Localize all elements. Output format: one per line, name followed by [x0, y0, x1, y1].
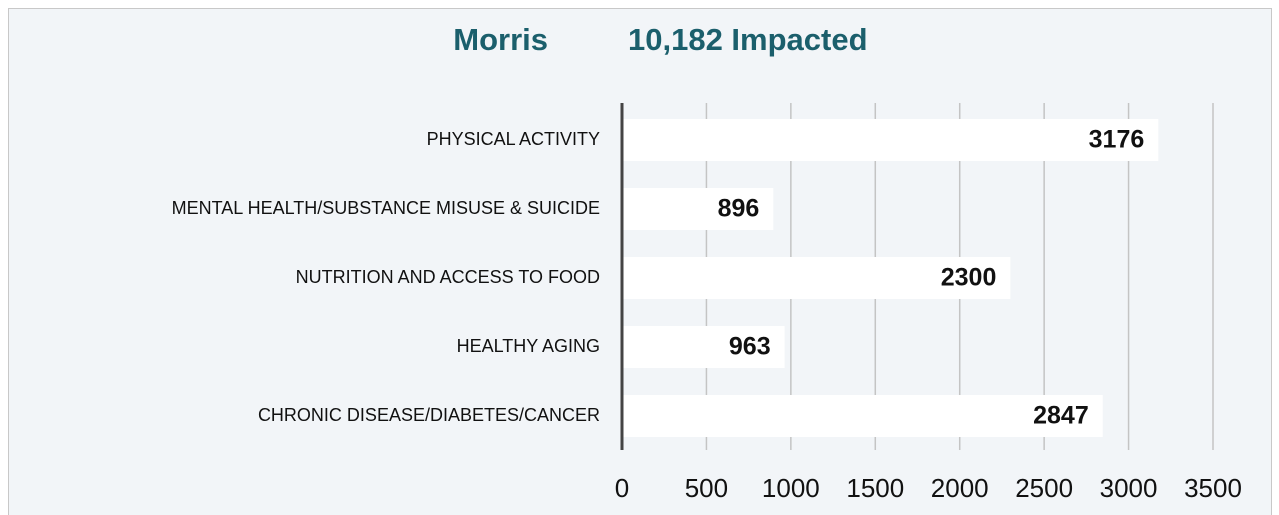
x-tick-label: 500 [685, 473, 728, 503]
x-tick-label: 0 [615, 473, 629, 503]
x-tick-label: 2000 [931, 473, 989, 503]
x-tick-label: 1500 [846, 473, 904, 503]
y-tick-label: NUTRITION AND ACCESS TO FOOD [296, 267, 600, 287]
chart-title: Morris [453, 22, 548, 57]
chart-subtitle: 10,182 Impacted [628, 22, 868, 57]
value-label: 963 [729, 333, 771, 361]
y-tick-label: MENTAL HEALTH/SUBSTANCE MISUSE & SUICIDE [172, 198, 600, 218]
bar [622, 119, 1159, 161]
bar [622, 257, 1011, 299]
value-label: 2847 [1033, 402, 1089, 430]
value-label: 2300 [941, 264, 997, 292]
x-tick-label: 3500 [1184, 473, 1242, 503]
value-label: 3176 [1089, 126, 1145, 154]
value-label: 896 [718, 195, 760, 223]
y-tick-label: CHRONIC DISEASE/DIABETES/CANCER [258, 405, 600, 425]
x-tick-label: 3000 [1100, 473, 1158, 503]
y-tick-label: PHYSICAL ACTIVITY [427, 129, 600, 149]
x-tick-label: 1000 [762, 473, 820, 503]
bar [622, 188, 774, 230]
bar [622, 326, 785, 368]
x-tick-label: 2500 [1015, 473, 1073, 503]
y-tick-label: HEALTHY AGING [457, 336, 600, 356]
bar [622, 395, 1103, 437]
